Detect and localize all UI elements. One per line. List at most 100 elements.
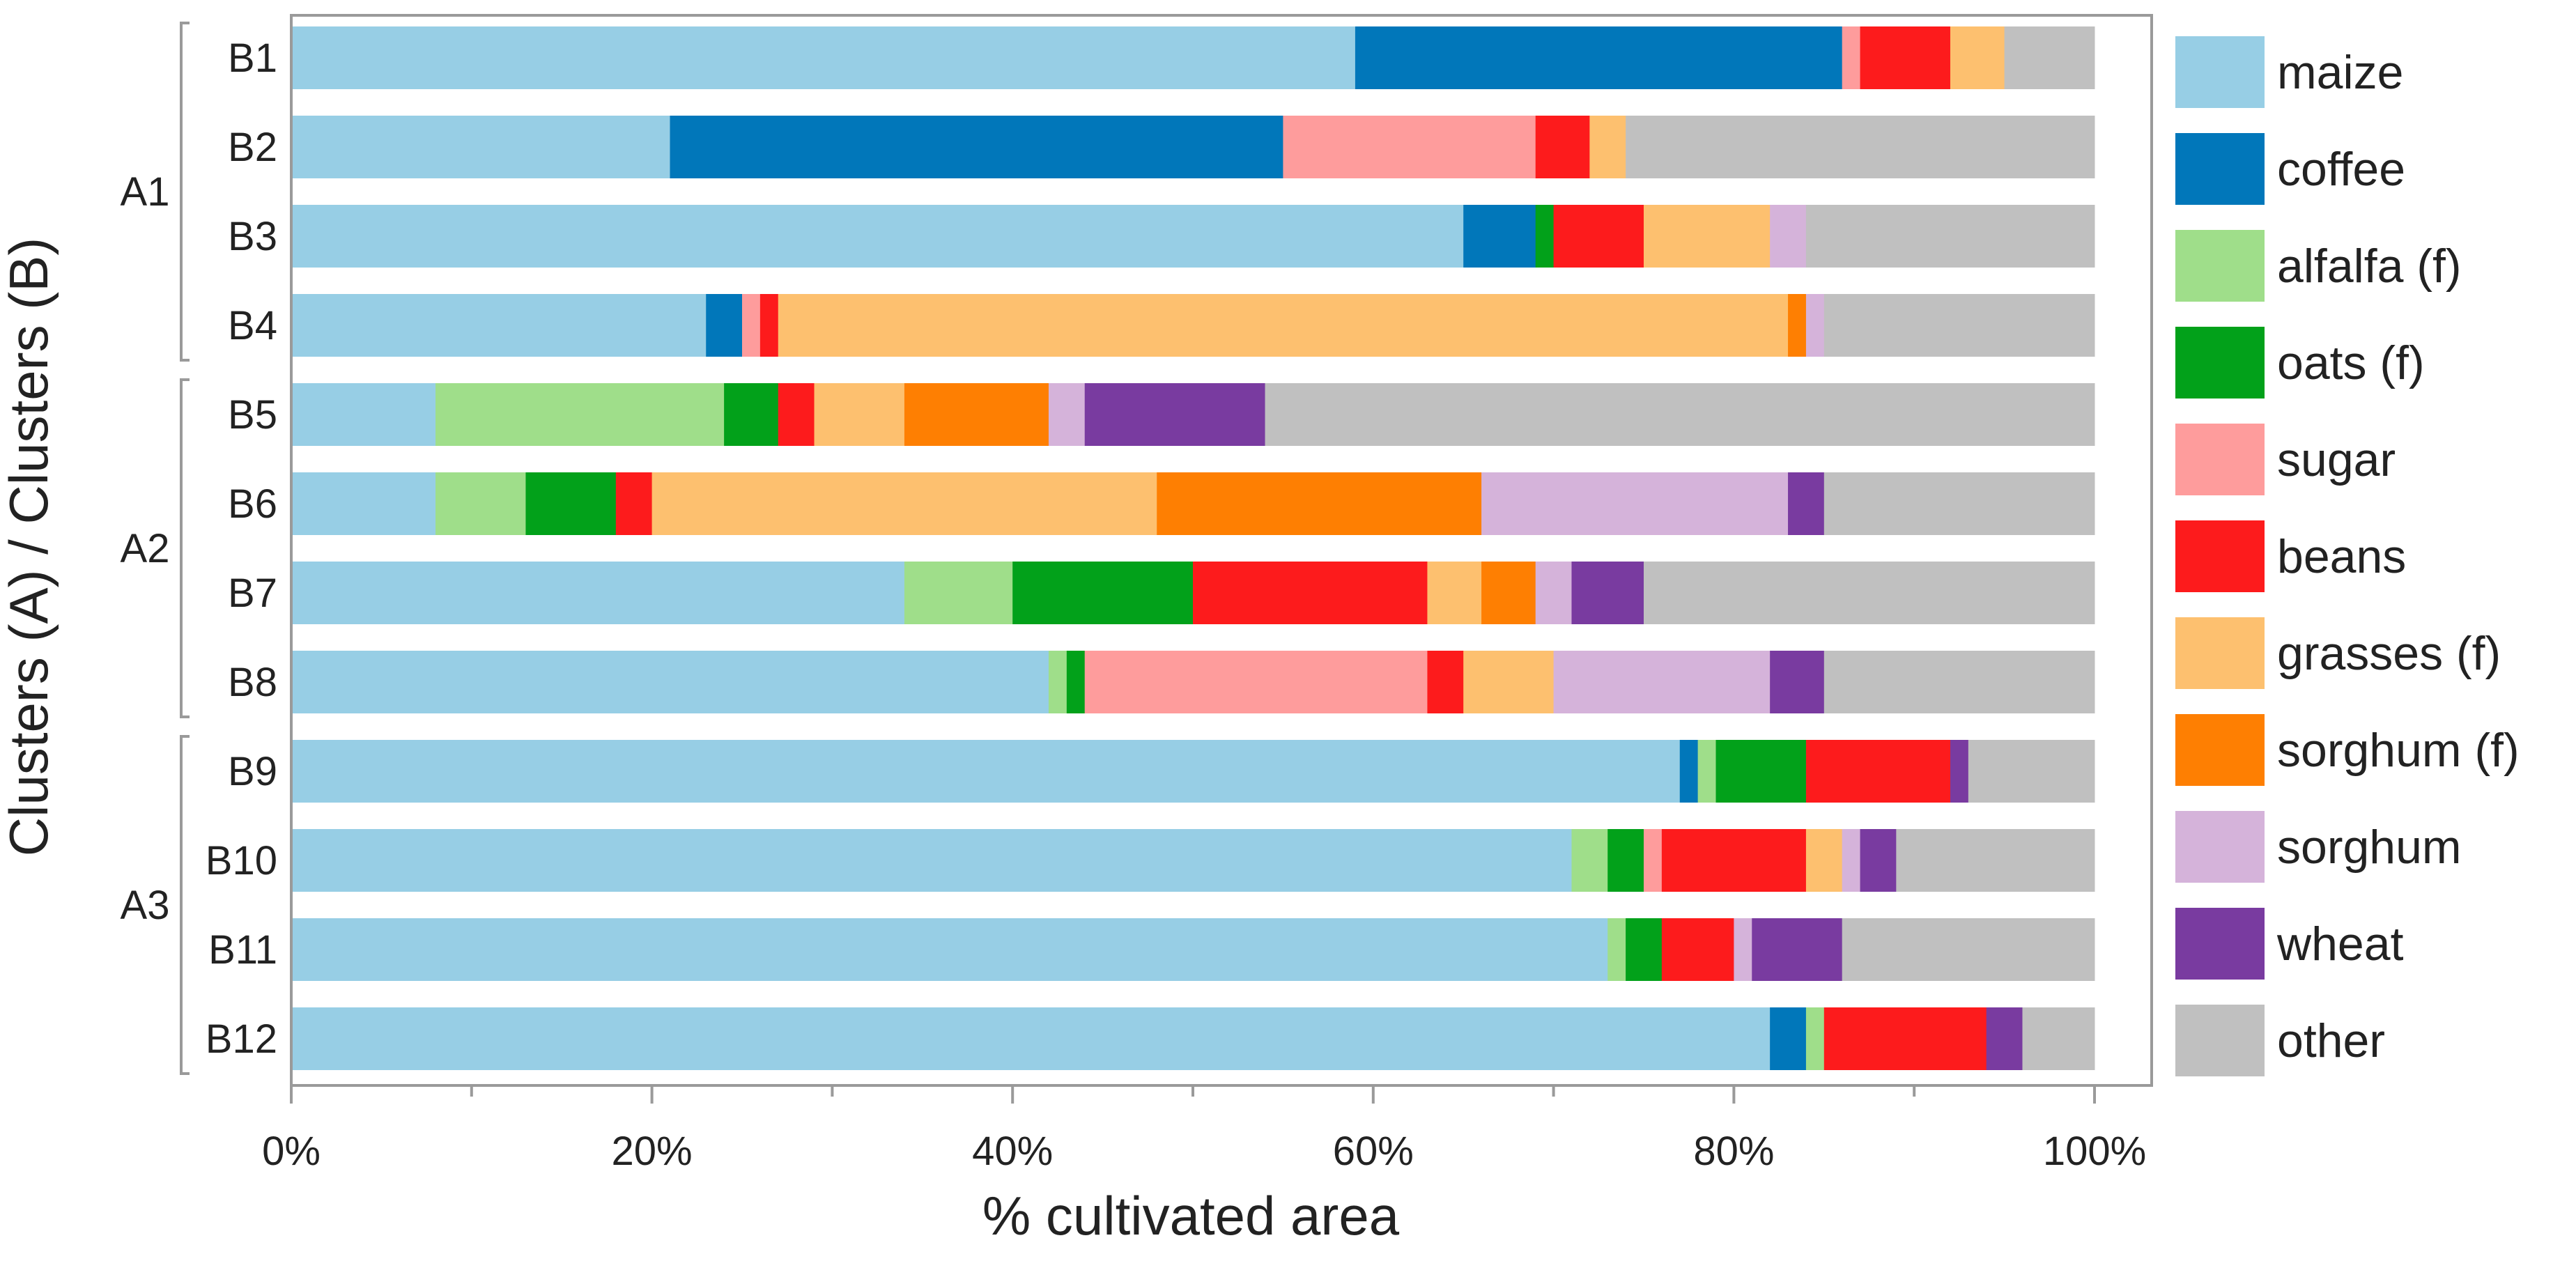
bar-segment-b4-coffee bbox=[706, 294, 743, 357]
y-tick-label: B11 bbox=[208, 927, 277, 973]
group-bracket bbox=[180, 378, 190, 718]
plot-border bbox=[290, 14, 2153, 1087]
bar-segment-b9-alfalfa-f bbox=[1697, 740, 1717, 803]
bar-segment-b9-wheat bbox=[1950, 740, 1969, 803]
bar-segment-b12-maize bbox=[291, 1007, 1771, 1070]
bar-segment-b10-alfalfa-f bbox=[1571, 829, 1608, 892]
y-tick-label: B3 bbox=[228, 214, 277, 259]
bar-segment-b8-alfalfa-f bbox=[1048, 651, 1067, 713]
bar-segment-b1-grasses-f bbox=[1950, 26, 2005, 89]
bar-segment-b12-other bbox=[2022, 1007, 2095, 1070]
bar-segment-b11-oats-f bbox=[1626, 918, 1663, 981]
legend-label: other bbox=[2277, 1014, 2385, 1067]
legend-label: oats (f) bbox=[2277, 336, 2425, 389]
bar-segment-b3-coffee bbox=[1463, 205, 1536, 268]
legend-swatch bbox=[2175, 908, 2265, 980]
bar-segment-b4-sorghum-f bbox=[1788, 294, 1807, 357]
bar-segment-b5-oats-f bbox=[724, 383, 779, 446]
bar-segment-b7-sorghum bbox=[1535, 562, 1572, 624]
bar-segment-b9-oats-f bbox=[1715, 740, 1807, 803]
x-tick-label: 60% bbox=[1333, 1129, 1414, 1174]
bar-segment-b3-other bbox=[1805, 205, 2095, 268]
bar-segment-b11-maize bbox=[291, 918, 1608, 981]
y-tick-label: B2 bbox=[228, 125, 277, 170]
bar-segment-b5-sorghum-f bbox=[904, 383, 1049, 446]
bar-segment-b10-sugar bbox=[1644, 829, 1663, 892]
y-tick-label: B4 bbox=[228, 303, 277, 348]
bar-segment-b5-other bbox=[1265, 383, 2095, 446]
bar-segment-b10-wheat bbox=[1860, 829, 1897, 892]
bar-segment-b11-other bbox=[1842, 918, 2095, 981]
y-axis: B1 B2 B3 B4 B5 B6 B7 B8 B9 B10 B11 B12 A1 A2 A3 bbox=[121, 22, 277, 1075]
legend-label: grasses (f) bbox=[2277, 627, 2501, 680]
y-tick-label: B9 bbox=[228, 749, 277, 794]
legend: maize coffee alfalfa (f) oats (f) sugar beans… bbox=[2175, 36, 2520, 1076]
legend-swatch bbox=[2175, 617, 2265, 689]
bar-segment-b9-other bbox=[1968, 740, 2095, 803]
bar-segment-b5-grasses-f bbox=[814, 383, 905, 446]
bar-segment-b8-maize bbox=[291, 651, 1049, 713]
bar-segment-b6-grasses-f bbox=[651, 472, 1157, 535]
bar-segment-b4-maize bbox=[291, 294, 707, 357]
bar-segment-b12-wheat bbox=[1986, 1007, 2023, 1070]
bar-segment-b2-coffee bbox=[670, 116, 1283, 178]
bar-segment-b11-beans bbox=[1661, 918, 1734, 981]
x-axis: 0% 20% 40% 60% 80% 100% bbox=[262, 1085, 2146, 1174]
bar-segment-b3-grasses-f bbox=[1644, 205, 1771, 268]
x-tick-label: 80% bbox=[1693, 1129, 1774, 1174]
y-axis-title: Clusters (A) / Clusters (B) bbox=[0, 238, 59, 856]
bar-segment-b12-beans bbox=[1823, 1007, 1987, 1070]
legend-label: coffee bbox=[2277, 143, 2405, 196]
bar-segment-b3-sorghum bbox=[1770, 205, 1807, 268]
legend-swatch bbox=[2175, 36, 2265, 108]
legend-swatch bbox=[2175, 230, 2265, 302]
bar-segment-b10-oats-f bbox=[1607, 829, 1644, 892]
bar-segment-b12-alfalfa-f bbox=[1805, 1007, 1825, 1070]
bar-segment-b5-wheat bbox=[1084, 383, 1266, 446]
bar-segment-b6-sorghum bbox=[1481, 472, 1789, 535]
bar-segment-b3-oats-f bbox=[1535, 205, 1555, 268]
legend-label: beans bbox=[2277, 530, 2406, 583]
legend-swatch bbox=[2175, 811, 2265, 883]
bar-segment-b7-wheat bbox=[1571, 562, 1644, 624]
bars-layer bbox=[291, 26, 2095, 1070]
bar-segment-b7-grasses-f bbox=[1427, 562, 1482, 624]
bar-segment-b9-beans bbox=[1805, 740, 1951, 803]
legend-label: sugar bbox=[2277, 433, 2396, 486]
legend-label: wheat bbox=[2276, 918, 2404, 970]
group-label: A2 bbox=[121, 526, 170, 571]
group-label: A1 bbox=[121, 169, 170, 215]
legend-swatch bbox=[2175, 1005, 2265, 1076]
bar-segment-b2-maize bbox=[291, 116, 670, 178]
bar-segment-b4-other bbox=[1823, 294, 2095, 357]
group-bracket bbox=[180, 22, 190, 362]
bar-segment-b8-beans bbox=[1427, 651, 1464, 713]
bar-segment-b11-sorghum bbox=[1734, 918, 1752, 981]
bar-segment-b1-beans bbox=[1860, 26, 1951, 89]
bar-segment-b5-beans bbox=[778, 383, 815, 446]
bar-segment-b7-alfalfa-f bbox=[904, 562, 1013, 624]
bar-segment-b7-beans bbox=[1193, 562, 1428, 624]
group-label: A3 bbox=[121, 883, 170, 928]
bar-segment-b8-oats-f bbox=[1066, 651, 1086, 713]
bar-segment-b8-sugar bbox=[1084, 651, 1428, 713]
bar-segment-b7-other bbox=[1644, 562, 2095, 624]
legend-label: alfalfa (f) bbox=[2277, 240, 2462, 293]
bar-segment-b12-coffee bbox=[1770, 1007, 1807, 1070]
x-tick-label: 20% bbox=[612, 1129, 693, 1174]
bar-segment-b7-maize bbox=[291, 562, 905, 624]
bar-segment-b4-sugar bbox=[742, 294, 761, 357]
x-axis-title: % cultivated area bbox=[982, 1185, 1400, 1246]
group-bracket bbox=[180, 735, 190, 1075]
bar-segment-b8-wheat bbox=[1770, 651, 1825, 713]
legend-swatch bbox=[2175, 327, 2265, 399]
x-tick-label: 0% bbox=[262, 1129, 321, 1174]
bar-segment-b10-maize bbox=[291, 829, 1572, 892]
plot-frame bbox=[290, 14, 2153, 1087]
bar-segment-b8-grasses-f bbox=[1463, 651, 1555, 713]
bar-segment-b10-sorghum bbox=[1842, 829, 1861, 892]
legend-label: maize bbox=[2277, 46, 2403, 99]
bar-segment-b2-sugar bbox=[1283, 116, 1536, 178]
